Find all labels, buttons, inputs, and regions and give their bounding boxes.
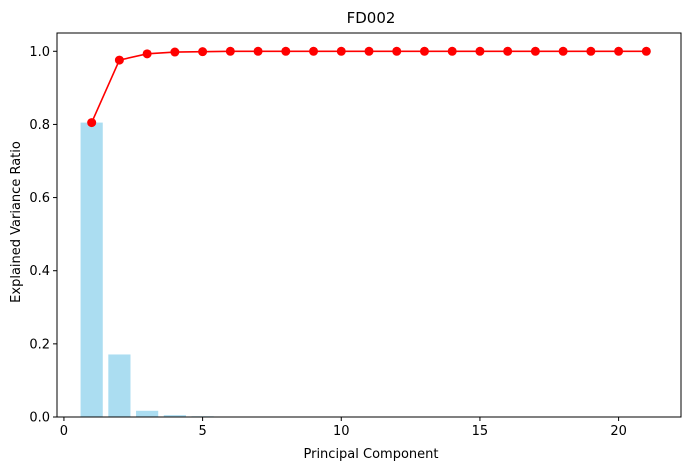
y-tick-label: 0.8 xyxy=(29,118,50,133)
plot-frame xyxy=(56,32,682,418)
x-tick-label: 10 xyxy=(333,424,350,439)
cumulative-point-17 xyxy=(530,46,540,56)
y-tick-label: 0.0 xyxy=(29,411,50,426)
y-tick-label: 0.2 xyxy=(29,337,50,352)
x-tick-label: 15 xyxy=(472,424,489,439)
cumulative-point-9 xyxy=(309,46,319,56)
variance-bar-3 xyxy=(136,410,159,417)
x-tick-label: 5 xyxy=(198,424,206,439)
y-axis-ticks: 0.0 0.2 0.4 0.6 0.8 1.0 xyxy=(29,45,57,426)
x-tick-label: 20 xyxy=(610,424,627,439)
cumulative-point-10 xyxy=(336,46,346,56)
variance-bars xyxy=(80,122,408,417)
cumulative-point-19 xyxy=(586,46,596,56)
cumulative-point-20 xyxy=(614,46,624,56)
cumulative-point-15 xyxy=(475,46,485,56)
y-tick-label: 0.6 xyxy=(29,191,50,206)
cumulative-point-5 xyxy=(198,47,208,57)
cumulative-point-16 xyxy=(503,46,513,56)
cumulative-point-14 xyxy=(447,46,457,56)
variance-bar-4 xyxy=(163,415,186,417)
cumulative-point-2 xyxy=(114,55,124,65)
cumulative-variance-series xyxy=(87,46,651,128)
x-axis-ticks: 0 5 10 15 20 xyxy=(60,417,627,439)
cumulative-point-7 xyxy=(253,46,263,56)
cumulative-point-4 xyxy=(170,47,180,57)
cumulative-point-11 xyxy=(364,46,374,56)
cumulative-point-1 xyxy=(87,118,97,128)
variance-bar-1 xyxy=(80,122,103,417)
cumulative-point-3 xyxy=(142,49,152,59)
cumulative-point-18 xyxy=(558,46,568,56)
cumulative-point-6 xyxy=(225,46,235,56)
cumulative-point-21 xyxy=(641,46,651,56)
cumulative-point-12 xyxy=(392,46,402,56)
chart-title: FD002 xyxy=(347,9,396,27)
y-axis-label: Explained Variance Ratio xyxy=(9,141,24,303)
variance-bar-2 xyxy=(108,354,131,417)
y-tick-label: 0.4 xyxy=(29,264,50,279)
cumulative-point-8 xyxy=(281,46,291,56)
y-tick-label: 1.0 xyxy=(29,45,50,60)
x-tick-label: 0 xyxy=(60,424,68,439)
cumulative-point-13 xyxy=(419,46,429,56)
x-axis-label: Principal Component xyxy=(303,447,438,462)
cumulative-variance-line xyxy=(90,50,647,123)
